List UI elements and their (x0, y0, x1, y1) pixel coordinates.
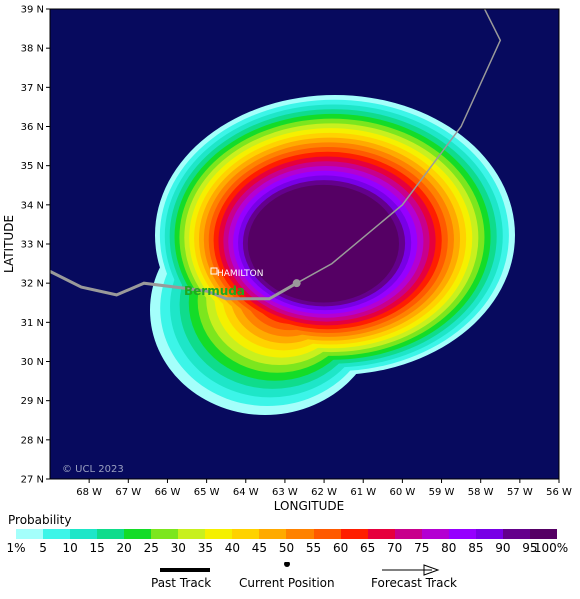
colorbar-tick-label: 30 (170, 541, 186, 555)
x-tick-label: 60 W (389, 487, 415, 498)
colorbar-swatch-14 (367, 529, 395, 539)
colorbar-swatch-1 (16, 529, 44, 539)
colorbar-tick-label: 50 (278, 541, 295, 555)
city-label: HAMILTON (217, 269, 263, 279)
colorbar-swatch-11 (286, 529, 314, 539)
current-position-dot (292, 279, 301, 288)
colorbar-swatch-5 (124, 529, 152, 539)
colorbar-swatch-19 (502, 529, 530, 539)
y-tick-label: 28 N (21, 435, 44, 446)
island-label: Bermuda (184, 284, 245, 298)
colorbar-swatch-18 (475, 529, 503, 539)
colorbar-tick-label: 10 (62, 541, 78, 555)
x-tick-label: 65 W (194, 487, 220, 498)
colorbar-tick-label: 100% (533, 541, 569, 555)
legend-title: Probability (8, 513, 72, 527)
current-position-label: Current Position (239, 576, 335, 590)
y-tick-label: 35 N (21, 161, 44, 172)
hamilton-marker: HAMILTON (210, 267, 263, 279)
y-tick-label: 32 N (21, 279, 44, 290)
y-tick-label: 31 N (21, 318, 44, 329)
colorbar-swatch-4 (97, 529, 125, 539)
x-tick-label: 57 W (507, 487, 533, 498)
x-tick-label: 56 W (546, 487, 572, 498)
colorbar-tick-label: 75 (414, 541, 430, 555)
colorbar-swatch-8 (205, 529, 233, 539)
y-axis-label: LATITUDE (2, 215, 16, 273)
current-position-symbol (284, 562, 290, 567)
past-track-line (50, 270, 298, 301)
past-track-label: Past Track (151, 576, 212, 590)
colorbar-tick-label: 20 (116, 541, 132, 555)
x-tick-label: 62 W (311, 487, 337, 498)
colorbar-tick-label: 55 (305, 541, 322, 555)
colorbar-tick-label: 1% (6, 541, 26, 555)
colorbar-swatch-9 (232, 529, 260, 539)
colorbar-swatch-17 (448, 529, 476, 539)
watermark: © UCL 2023 (62, 464, 124, 475)
colorbar-ticks: 1% 5 10 15 20 25 30 35 40 45 50 55 60 65 70 75 80 85 90 95 1… (0, 541, 580, 555)
swath-band-20 (247, 184, 399, 303)
y-tick-label: 38 N (21, 44, 44, 55)
colorbar-tick-label: 95 (522, 541, 538, 555)
colorbar-swatch-16 (421, 529, 449, 539)
y-tick-label: 27 N (21, 475, 44, 486)
x-tick-label: 58 W (468, 487, 494, 498)
colorbar-swatch-10 (259, 529, 287, 539)
colorbar-swatch-13 (340, 529, 368, 539)
forecast-arrow-icon (423, 564, 440, 576)
y-tick-label: 34 N (21, 200, 44, 211)
colorbar-swatch-3 (70, 529, 98, 539)
probability-colorbar (16, 529, 557, 539)
y-tick-label: 39 N (21, 5, 44, 16)
colorbar-swatch-7 (178, 529, 206, 539)
colorbar-tick-label: 40 (224, 541, 241, 555)
y-tick-label: 33 N (21, 240, 44, 251)
colorbar-tick-label: 70 (387, 541, 403, 555)
x-tick-label: 68 W (76, 487, 102, 498)
colorbar-tick-label: 90 (495, 541, 511, 555)
colorbar-swatch-20 (529, 529, 557, 539)
colorbar-swatch-2 (43, 529, 71, 539)
x-tick-label: 64 W (233, 487, 259, 498)
x-tick-label: 61 W (350, 487, 376, 498)
colorbar-tick-label: 5 (39, 541, 47, 555)
probability-map: 68 W 67 W 66 W 65 W 64 W 63 W 62 W 61 W 60 W 59 W… (2, 5, 572, 511)
colorbar-swatch-12 (313, 529, 341, 539)
y-tick-label: 30 N (21, 357, 44, 368)
city-square-icon (210, 267, 218, 275)
forecast-track-label: Forecast Track (371, 576, 457, 590)
x-tick-label: 67 W (115, 487, 141, 498)
colorbar-tick-label: 80 (441, 541, 457, 555)
x-tick-label: 63 W (272, 487, 298, 498)
colorbar-tick-label: 35 (197, 541, 213, 555)
y-axis: 39 N 38 N 37 N 36 N 35 N 34 N 33 N 32 N 31 N 30 N… (21, 5, 50, 486)
colorbar-tick-label: 45 (251, 541, 268, 555)
x-tick-label: 59 W (429, 487, 455, 498)
colorbar-swatch-6 (151, 529, 179, 539)
forecast-track-line (296, 9, 502, 284)
colorbar-swatch-15 (394, 529, 422, 539)
colorbar-tick-label: 65 (360, 541, 376, 555)
x-axis: 68 W 67 W 66 W 65 W 64 W 63 W 62 W 61 W 60 W 59 W… (76, 479, 572, 498)
x-axis-label: LONGITUDE (274, 499, 344, 510)
track-legend: Past Track Current Position Forecast Tra… (0, 562, 580, 592)
colorbar-tick-label: 15 (89, 541, 105, 555)
y-tick-label: 29 N (21, 396, 44, 407)
y-tick-label: 36 N (21, 122, 44, 133)
colorbar-tick-label: 25 (143, 541, 159, 555)
y-tick-label: 37 N (21, 83, 44, 94)
track-layer (50, 9, 502, 301)
x-tick-label: 66 W (155, 487, 181, 498)
colorbar-tick-label: 60 (332, 541, 349, 555)
colorbar-tick-label: 85 (468, 541, 484, 555)
